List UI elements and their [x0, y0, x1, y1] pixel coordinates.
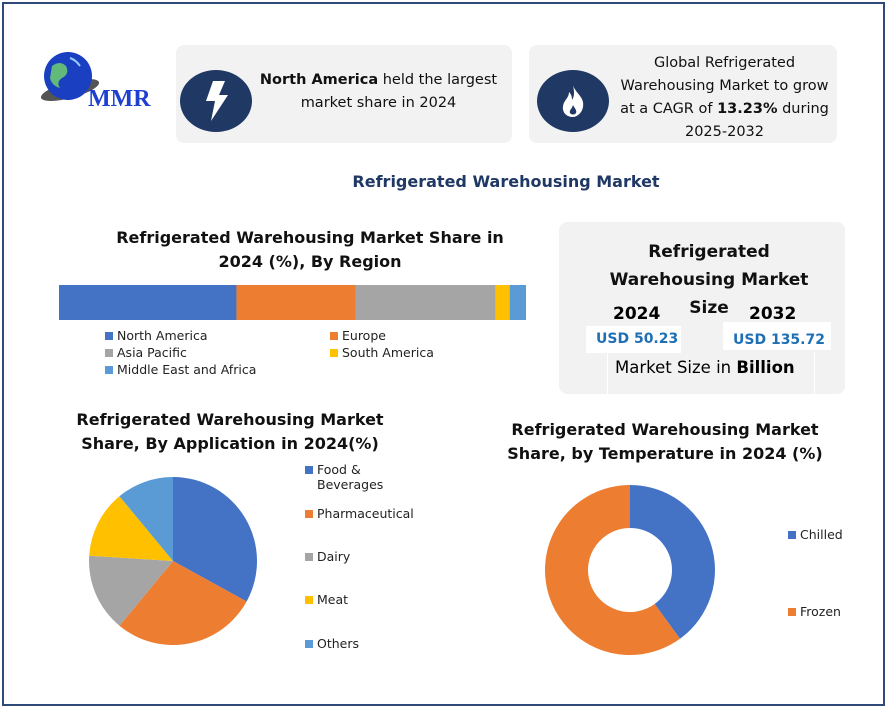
legend-swatch — [105, 332, 113, 340]
legend-swatch — [305, 553, 313, 561]
legend-item: Middle East and Africa — [105, 362, 256, 377]
bar-segment-north-america — [59, 285, 237, 320]
application-pie — [88, 477, 257, 645]
region-stacked-bar — [59, 285, 526, 320]
year-2032: 2032 — [749, 304, 797, 324]
slice-chilled — [630, 485, 715, 639]
legend-swatch — [305, 596, 313, 604]
legend-swatch — [330, 332, 338, 340]
temperature-chart-title: Refrigerated Warehousing Market Share, b… — [507, 420, 823, 463]
legend-label: Dairy — [317, 549, 351, 564]
legend-label: Others — [317, 636, 360, 651]
svg-text:MMR: MMR — [88, 86, 151, 112]
legend-item: Food & Beverages — [305, 462, 407, 492]
value-2024: USD 50.23 — [586, 326, 681, 353]
cagr-info-card: Global Refrigerated Warehousing Market t… — [529, 45, 837, 143]
legend-swatch — [105, 366, 113, 374]
legend-label: Frozen — [800, 604, 841, 619]
slice-frozen — [545, 485, 680, 655]
slice-meat — [89, 496, 173, 561]
flame-icon — [537, 70, 609, 132]
legend-swatch — [788, 608, 796, 616]
region-info-card: North America held the largest market sh… — [176, 45, 512, 143]
cagr-info-text: Global Refrigerated Warehousing Market t… — [620, 55, 829, 140]
legend-swatch — [305, 640, 313, 648]
legend-item: Dairy — [305, 549, 350, 564]
legend-label: North America — [117, 328, 208, 343]
application-chart-title: Refrigerated Warehousing Market Share, B… — [76, 410, 384, 453]
legend-swatch — [105, 349, 113, 357]
legend-label: Meat — [317, 592, 349, 607]
lightning-icon — [180, 70, 252, 132]
legend-swatch — [305, 510, 313, 518]
bar-segment-south-america — [495, 285, 510, 320]
legend-item: Europe — [330, 328, 386, 343]
legend-item: North America — [105, 328, 208, 343]
legend-swatch — [788, 531, 796, 539]
slice-food-beverages — [173, 477, 257, 602]
bar-segment-middle-east-and-africa — [509, 285, 526, 320]
legend-label: Pharmaceutical — [317, 506, 414, 521]
mmr-logo: MMR — [30, 48, 160, 123]
market-size-card: Refrigerated Warehousing Market Size 202… — [559, 222, 845, 394]
market-size-title: Refrigerated Warehousing Market Size — [609, 242, 809, 318]
bar-segment-europe — [236, 285, 356, 320]
value-2032: USD 135.72 — [723, 322, 831, 350]
legend-label: Asia Pacific — [117, 345, 187, 360]
year-2024: 2024 — [613, 304, 661, 324]
slice-others — [119, 477, 173, 561]
legend-item: South America — [330, 345, 434, 360]
legend-label: Chilled — [800, 527, 843, 542]
legend-item: Meat — [305, 592, 348, 607]
legend-item: Asia Pacific — [105, 345, 187, 360]
region-info-text: North America held the largest market sh… — [259, 72, 498, 111]
legend-label: Europe — [342, 328, 386, 343]
legend-label: Middle East and Africa — [117, 362, 257, 377]
main-title: Refrigerated Warehousing Market — [352, 172, 660, 191]
legend-item: Others — [305, 636, 359, 651]
legend-item: Frozen — [788, 604, 841, 619]
legend-label: Food & Beverages — [317, 462, 384, 492]
legend-label: South America — [342, 345, 434, 360]
region-chart-title: Refrigerated Warehousing Market Share in… — [116, 228, 504, 271]
bar-segment-asia-pacific — [355, 285, 496, 320]
legend-swatch — [305, 466, 313, 474]
legend-swatch — [330, 349, 338, 357]
slice-pharmaceutical — [119, 561, 247, 645]
slice-dairy — [88, 555, 173, 626]
temperature-donut — [545, 485, 715, 655]
legend-item: Chilled — [788, 527, 843, 542]
market-size-footer: Market Size in Billion — [607, 352, 815, 394]
legend-item: Pharmaceutical — [305, 506, 414, 521]
